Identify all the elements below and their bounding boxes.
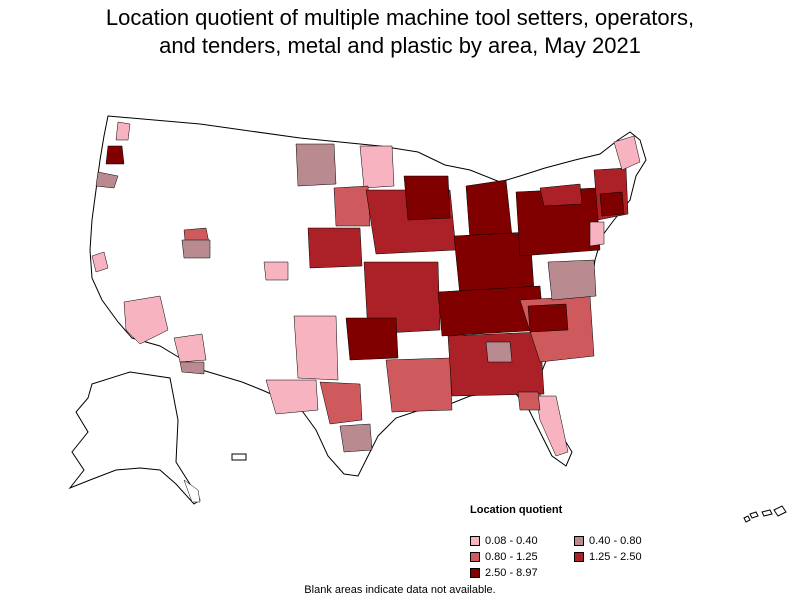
region-nd-mid: [295, 143, 337, 187]
hawaii-islands: [743, 505, 787, 523]
region-sd-mid: [333, 185, 371, 227]
region-tx-light-2: [265, 379, 319, 415]
region-wi-dark: [403, 175, 451, 221]
region-fl-light: [535, 395, 569, 457]
legend-title: Location quotient: [470, 504, 563, 516]
region-az-mid: [179, 361, 205, 375]
title-line-1: Location quotient of multiple machine to…: [105, 5, 695, 30]
legend-item-4: 1.25 - 2.50: [574, 550, 694, 563]
legend-swatch-4: [574, 551, 584, 562]
legend-label-3: 0.80 - 1.25: [485, 550, 538, 563]
region-mn-light: [359, 145, 395, 189]
legend-item-1: 0.08 - 0.40: [470, 534, 574, 547]
region-tx-light-1: [293, 315, 339, 381]
region-nj-light: [589, 221, 605, 247]
region-tx-grey: [339, 423, 373, 453]
region-maine-light: [613, 135, 641, 171]
region-or-mid: [95, 171, 119, 189]
region-ca-light-2: [91, 251, 109, 273]
legend-item-2: 0.40 - 0.80: [574, 534, 694, 547]
alaska-outline: [68, 371, 201, 505]
region-va-grey: [547, 259, 597, 301]
legend-grid: 0.08 - 0.40 0.40 - 0.80 0.80 - 1.25 1.25…: [470, 534, 720, 579]
footnote: Blank areas indicate data not available.: [304, 584, 496, 596]
region-co-light: [263, 261, 289, 281]
region-or-dark: [105, 145, 125, 165]
puerto-rico: [231, 453, 247, 461]
region-mi-dark: [465, 179, 513, 241]
legend-swatch-2: [574, 535, 584, 546]
map-title: Location quotient of multiple machine to…: [0, 4, 800, 60]
region-mo-ar: [363, 261, 441, 335]
region-nc-dark: [527, 303, 569, 333]
legend-label-5: 2.50 - 8.97: [485, 566, 538, 579]
region-al-ga: [447, 331, 545, 397]
legend-swatch-5: [470, 567, 480, 578]
region-ny-mid: [539, 183, 583, 207]
region-tx-mid: [319, 381, 363, 425]
region-ok-ar-dark: [345, 317, 399, 361]
region-wa-light: [115, 121, 131, 141]
region-az-light: [173, 333, 207, 363]
region-ga-grey: [485, 341, 513, 363]
legend-item-3: 0.80 - 1.25: [470, 550, 574, 563]
title-line-2: and tenders, metal and plastic by area, …: [159, 33, 641, 58]
region-la-ms: [385, 357, 453, 413]
legend-swatch-3: [470, 551, 480, 562]
region-fl-mid: [517, 391, 541, 411]
legend: Location quotient 0.08 - 0.40 0.40 - 0.8…: [470, 504, 720, 579]
legend-label-1: 0.08 - 0.40: [485, 534, 538, 547]
legend-swatch-1: [470, 535, 480, 546]
region-ut-mid: [181, 239, 211, 259]
legend-item-5: 2.50 - 8.97: [470, 566, 574, 579]
legend-label-4: 1.25 - 2.50: [589, 550, 642, 563]
legend-label-2: 0.40 - 0.80: [589, 534, 642, 547]
region-ne-dark: [599, 191, 625, 217]
region-ca-light-1: [123, 295, 169, 345]
alaska-southeast-dark: [183, 479, 201, 503]
region-ne-ks: [307, 227, 363, 269]
